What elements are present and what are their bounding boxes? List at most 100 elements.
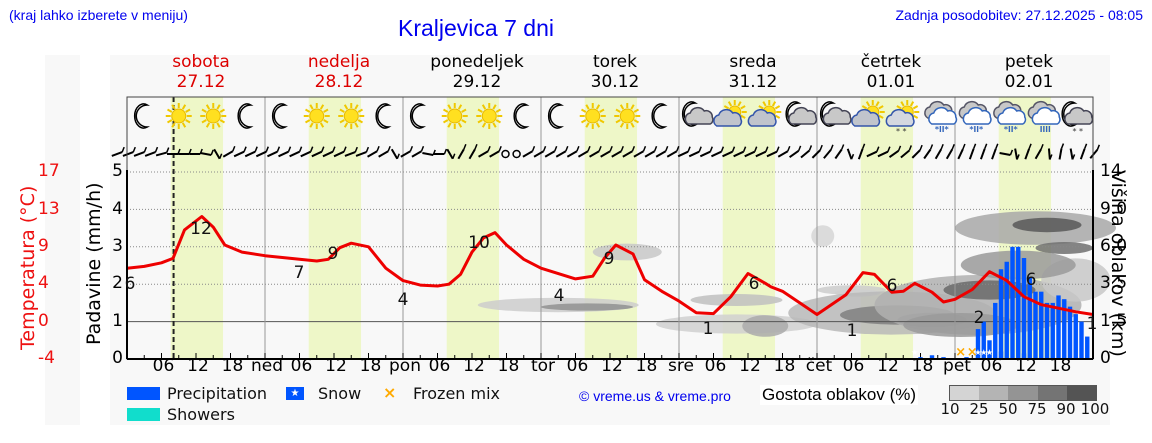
svg-text:★: ★ — [980, 348, 987, 357]
weather-icons-row: * * *ll* *ll* *ll* llll * * — [133, 100, 1094, 136]
region-select-hint[interactable]: (kraj lahko izberete v meniju) — [9, 7, 188, 23]
time-tick: 12 — [325, 356, 347, 376]
sun-icon — [200, 103, 227, 129]
legend-showers-label: Showers — [167, 405, 235, 424]
cloud-rain-icon: llll — [1027, 101, 1061, 134]
time-tick: sre — [668, 356, 694, 376]
moon-icon — [133, 103, 151, 129]
temperature-value-label: 1 — [846, 321, 858, 341]
time-tick: 18 — [1049, 356, 1072, 376]
sun-icon — [476, 103, 503, 129]
time-tick: 12 — [877, 356, 899, 376]
sun-icon — [338, 103, 365, 129]
moon-icon — [237, 103, 254, 129]
daylight-bands — [127, 97, 1093, 359]
day-label: torek 30.12 — [550, 52, 680, 92]
cloud-height-tick: 6.0 — [1100, 236, 1128, 256]
temperature-line — [126, 215, 1094, 316]
precipitation-tick: 2 — [112, 273, 123, 293]
svg-text:★: ★ — [911, 348, 918, 357]
sun-cloud-icon — [747, 100, 782, 127]
temperature-tick: 4 — [38, 273, 49, 293]
time-tick: tor — [530, 356, 556, 376]
day-label: nedelja 28.12 — [274, 52, 404, 92]
temperature-tick: 17 — [38, 161, 60, 181]
day-label: ponedeljek 29.12 — [412, 52, 542, 92]
sun-icon — [441, 103, 468, 129]
temperature-tick: 0 — [38, 311, 49, 331]
cloud-density-title: Gostota oblakov (%) — [760, 385, 919, 405]
cloud-height-tick: 3.5 — [1100, 273, 1128, 293]
svg-text:×: × — [967, 345, 978, 360]
time-tick: 18 — [221, 356, 244, 376]
time-tick: čet — [805, 356, 833, 376]
precipitation-bars: × ×★ ★★★ — [911, 246, 1090, 360]
plot-frame — [126, 96, 1094, 360]
cloud-density-tick: 75 — [1027, 400, 1047, 418]
temperature-value-label: 4 — [397, 290, 409, 310]
day-date: 01.01 — [866, 72, 916, 92]
temperature-tick: -4 — [38, 348, 55, 368]
temperature-value-label: 4 — [553, 286, 565, 306]
svg-text:* *: * * — [1072, 127, 1083, 136]
page-title: Kraljevica 7 dni — [398, 15, 554, 41]
cloud-sleet-icon: *ll* — [924, 101, 958, 134]
cloud-density-tick: 25 — [969, 400, 989, 418]
temperature-tick: 13 — [38, 199, 60, 219]
svg-text:*ll*: *ll* — [1004, 125, 1019, 134]
cloud-density-tick: 10 — [940, 400, 960, 418]
temperature-value-label: 2 — [973, 308, 985, 328]
copyright-link[interactable]: © vreme.us & vreme.pro — [579, 388, 731, 404]
time-tick: 12 — [739, 356, 761, 376]
cloud-density-tick: 90 — [1056, 400, 1076, 418]
day-name: nedelja — [307, 52, 371, 72]
day-date: 31.12 — [728, 72, 778, 92]
precipitation-axis-title: Padavine (mm/h) — [83, 182, 105, 345]
day-label: četrtek 01.01 — [826, 52, 956, 92]
time-tick: pet — [943, 356, 971, 376]
day-label: sreda 31.12 — [688, 52, 818, 92]
moon-icon — [375, 103, 392, 129]
last-update-timestamp: Zadnja posodobitev: 27.12.2025 - 08:05 — [895, 7, 1143, 23]
day-name: ponedeljek — [430, 52, 524, 72]
time-tick: 06 — [290, 356, 313, 376]
sun-cloud-snow-icon: * * — [885, 100, 920, 136]
cloud-height-tick: 1.5 — [1100, 311, 1128, 331]
moon-cloud-icon — [681, 101, 714, 127]
sun-icon — [614, 103, 641, 129]
time-tick: 12 — [1015, 356, 1037, 376]
precipitation-tick: 4 — [112, 199, 123, 219]
time-tick: 06 — [704, 356, 727, 376]
sun-icon — [165, 103, 192, 129]
time-tick: 18 — [359, 356, 382, 376]
sun-cloud-icon — [713, 100, 747, 127]
temperature-value-label: 9 — [327, 244, 339, 264]
time-tick: 06 — [152, 356, 175, 376]
time-tick: 18 — [635, 356, 658, 376]
time-tick: 06 — [566, 356, 589, 376]
temperature-value-label: 6 — [1025, 270, 1037, 290]
cloud-density-tick: 100 — [1080, 400, 1110, 418]
day-name: sreda — [729, 52, 777, 72]
day-date: 02.01 — [1004, 72, 1054, 92]
time-tick: 18 — [911, 356, 934, 376]
precipitation-tick: 3 — [112, 236, 123, 256]
temperature-value-label: 12 — [190, 219, 212, 239]
cloud-height-tick: 9.0 — [1100, 199, 1128, 219]
moon-icon — [651, 103, 668, 129]
time-tick: 06 — [428, 356, 451, 376]
precipitation-tick: 1 — [112, 311, 123, 331]
moon-cloud-snow-icon: * * — [1061, 101, 1094, 136]
time-tick: 18 — [773, 356, 796, 376]
precipitation-tick: 5 — [112, 161, 123, 181]
day-name: sobota — [172, 52, 230, 72]
snow-star-icon: ★ — [290, 388, 300, 399]
cloud-height-tick: 0 — [1100, 348, 1111, 368]
day-label: sobota 27.12 — [136, 52, 266, 92]
temperature-value-label: 1 — [702, 319, 714, 339]
wind-barbs-row — [111, 143, 1101, 160]
day-label: petek 02.01 — [964, 52, 1094, 92]
moon-icon — [513, 103, 530, 129]
cloud-sleet-icon: *ll* — [993, 101, 1027, 134]
